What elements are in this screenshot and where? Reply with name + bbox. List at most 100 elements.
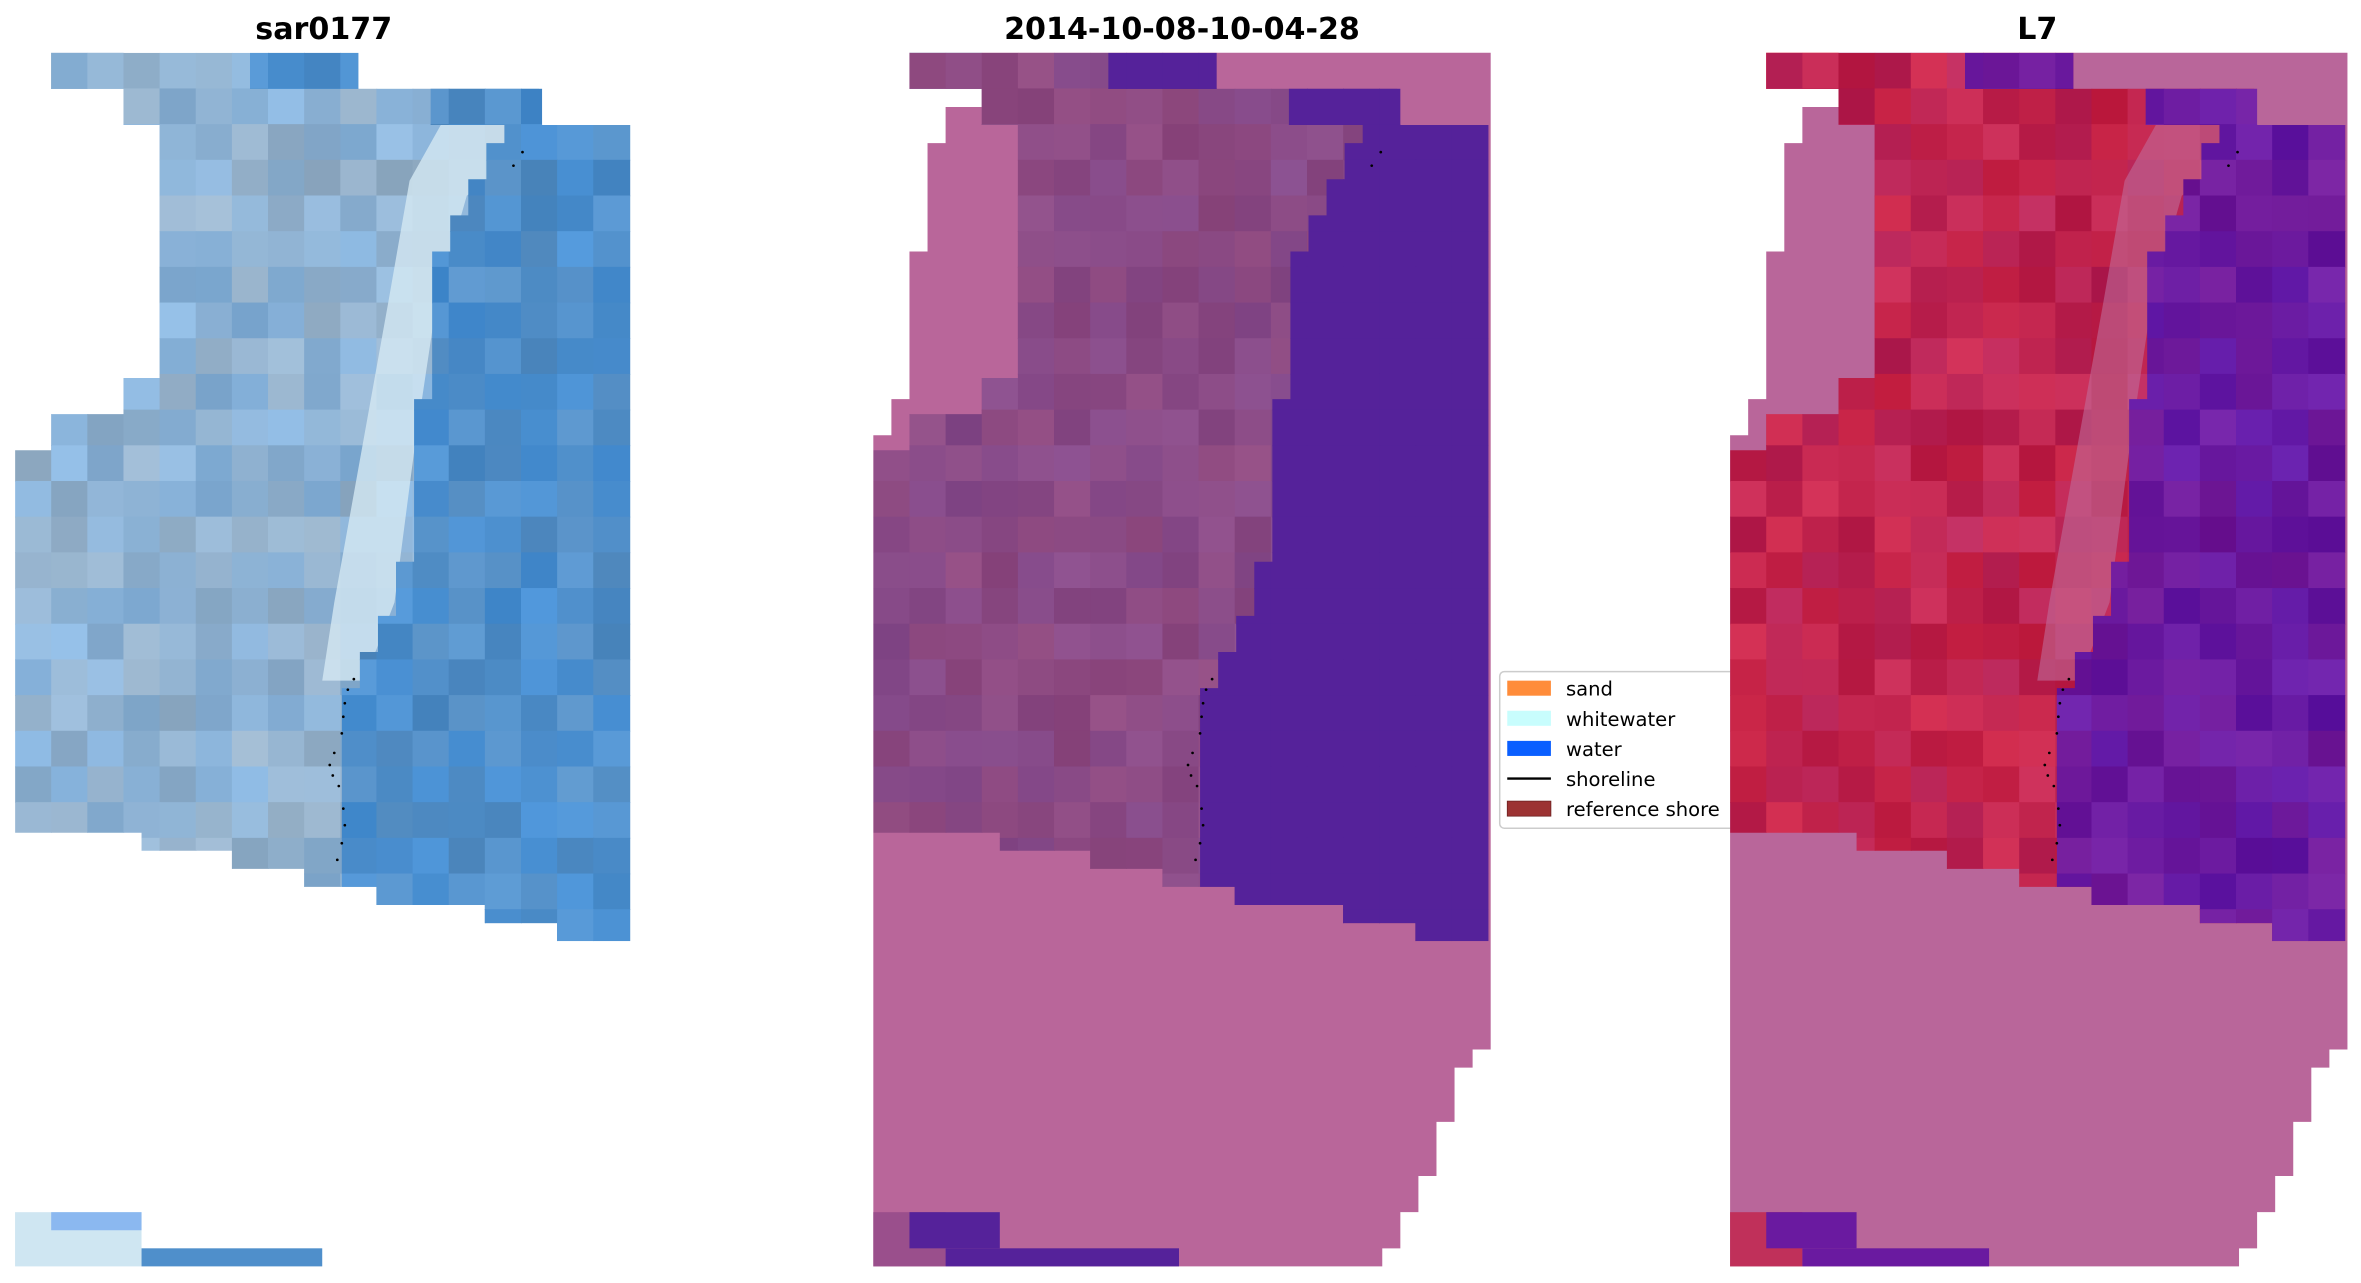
land-pixel	[304, 1088, 341, 1124]
land-pixel	[1198, 373, 1236, 411]
shoreline-point	[1191, 751, 1194, 755]
land-pixel	[159, 623, 197, 661]
land-pixel	[268, 373, 305, 411]
water-pixel	[1415, 873, 1453, 910]
land-pixel	[484, 52, 522, 90]
water-pixel	[232, 1052, 269, 1088]
land-pixel	[231, 909, 269, 942]
land-pixel	[449, 945, 486, 981]
land-pixel	[1017, 302, 1055, 339]
water-pixel	[232, 1159, 269, 1195]
land-pixel	[1017, 124, 1055, 161]
water-pixel	[2163, 88, 2201, 125]
land-pixel	[1452, 1230, 1489, 1266]
water-pixel	[304, 1016, 341, 1052]
land-pixel	[1126, 659, 1164, 696]
water-pixel	[1198, 802, 1236, 839]
water-pixel	[2272, 373, 2310, 411]
land-pixel	[485, 1230, 522, 1266]
land-pixel	[1910, 88, 1948, 125]
land-pixel	[1802, 730, 1840, 768]
water-pixel	[873, 124, 910, 160]
water-pixel	[484, 88, 522, 125]
water-pixel	[51, 1016, 88, 1052]
water-pixel	[87, 160, 124, 196]
land-pixel	[413, 981, 450, 1017]
water-pixel	[593, 766, 631, 803]
panel-title-1: sar0177	[255, 12, 392, 47]
water-pixel	[1415, 1230, 1452, 1266]
water-pixel	[1451, 873, 1489, 910]
water-pixel	[1126, 52, 1164, 90]
shoreline-point	[1189, 774, 1193, 777]
land-pixel	[51, 1159, 88, 1195]
water-pixel	[1343, 766, 1381, 803]
water-pixel	[557, 409, 595, 447]
land-pixel	[1838, 802, 1876, 839]
water-pixel	[340, 1123, 377, 1159]
water-pixel	[449, 1159, 486, 1195]
water-pixel	[1343, 159, 1381, 197]
land-pixel	[981, 695, 1019, 732]
water-pixel	[520, 195, 558, 232]
land-pixel	[449, 1230, 486, 1266]
land-pixel	[873, 659, 911, 696]
land-pixel	[304, 124, 342, 161]
land-pixel	[268, 623, 305, 661]
water-pixel	[1379, 623, 1417, 661]
land-pixel	[1198, 409, 1236, 447]
water-pixel	[412, 730, 450, 768]
land-pixel	[268, 302, 305, 339]
land-pixel	[1198, 124, 1236, 161]
land-pixel	[268, 88, 305, 125]
shoreline-point	[2058, 701, 2062, 705]
land-pixel	[268, 1088, 305, 1124]
water-pixel	[520, 338, 558, 375]
land-pixel	[1090, 373, 1128, 411]
land-pixel	[1983, 302, 2020, 339]
water-pixel	[340, 1052, 377, 1088]
water-pixel	[2236, 873, 2273, 910]
land-pixel	[1910, 445, 1948, 482]
land-pixel	[1910, 552, 1948, 589]
land-pixel	[1017, 195, 1055, 232]
water-pixel	[1343, 695, 1381, 732]
water-pixel	[448, 730, 486, 768]
land-pixel	[945, 730, 983, 768]
land-pixel	[1017, 159, 1055, 197]
land-pixel	[304, 837, 342, 875]
land-pixel	[51, 1052, 88, 1088]
land-pixel	[1946, 266, 1984, 304]
water-pixel	[520, 730, 558, 768]
land-pixel	[1162, 837, 1200, 875]
water-pixel	[87, 838, 124, 874]
water-pixel	[1343, 302, 1381, 339]
land-pixel	[159, 373, 197, 411]
land-pixel	[1730, 766, 1767, 803]
land-pixel	[195, 516, 233, 554]
water-pixel	[15, 195, 52, 231]
land-pixel	[123, 195, 161, 232]
land-pixel	[1090, 588, 1128, 625]
land-pixel	[268, 659, 305, 696]
legend-swatch-water	[1507, 740, 1551, 756]
land-pixel	[1452, 1088, 1489, 1124]
land-pixel	[1766, 588, 1804, 625]
land-pixel	[1234, 516, 1272, 554]
shoreline-point	[1198, 731, 1202, 735]
land-pixel	[1730, 623, 1767, 661]
water-pixel	[1415, 730, 1453, 768]
land-pixel	[873, 766, 911, 803]
land-pixel	[376, 1088, 413, 1124]
land-pixel	[1874, 766, 1912, 803]
land-pixel	[1054, 480, 1091, 518]
water-pixel	[160, 1088, 197, 1124]
legend-label-sand: sand	[1566, 678, 1613, 701]
land-pixel	[981, 373, 1019, 411]
water-pixel	[2091, 695, 2129, 732]
water-pixel	[2127, 480, 2165, 518]
water-pixel	[2055, 695, 2093, 732]
land-pixel	[1162, 266, 1200, 304]
land-pixel	[15, 659, 52, 696]
water-pixel	[412, 909, 450, 942]
